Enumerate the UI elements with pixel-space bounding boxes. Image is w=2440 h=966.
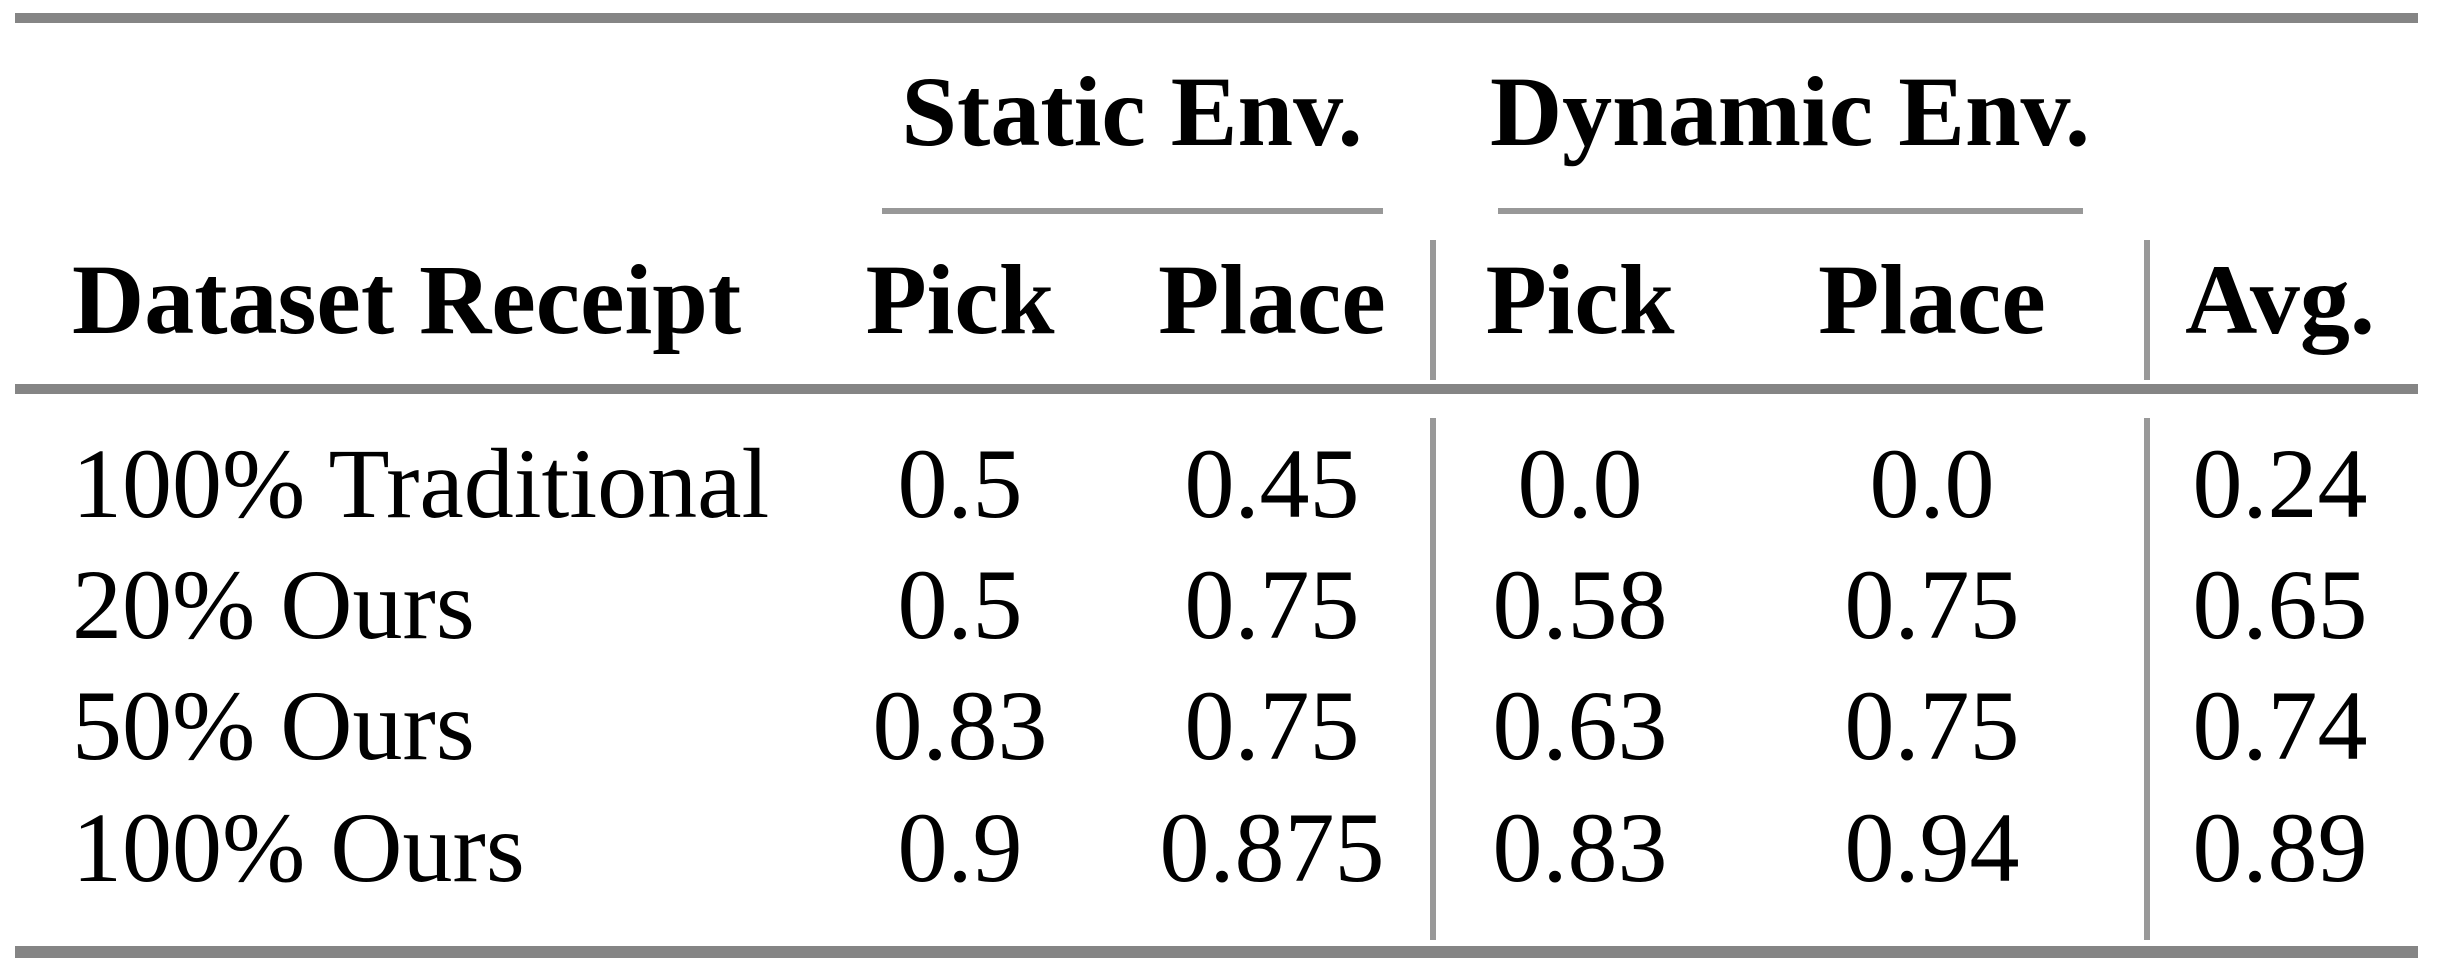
table-header-rule <box>15 384 2418 394</box>
cell-static-place: 0.45 <box>1184 428 1360 539</box>
vertical-separator-avg-body <box>2144 418 2150 940</box>
vertical-separator-static-dynamic-header <box>1430 240 1436 380</box>
table-top-rule <box>15 13 2418 23</box>
cell-static-pick: 0.5 <box>897 428 1023 539</box>
column-header-dataset-receipt: Dataset Receipt <box>72 244 742 355</box>
row-label: 50% Ours <box>72 670 475 781</box>
cell-dynamic-place: 0.75 <box>1844 670 2020 781</box>
row-label: 100% Traditional <box>72 428 770 539</box>
cell-static-pick: 0.83 <box>872 670 1048 781</box>
vertical-separator-avg-header <box>2144 240 2150 380</box>
column-header-avg: Avg. <box>2185 244 2375 355</box>
cell-avg: 0.89 <box>2192 792 2368 903</box>
cell-avg: 0.74 <box>2192 670 2368 781</box>
cell-avg: 0.65 <box>2192 549 2368 660</box>
cell-dynamic-pick: 0.0 <box>1517 428 1643 539</box>
cell-static-pick: 0.9 <box>897 792 1023 903</box>
cell-dynamic-pick: 0.63 <box>1492 670 1668 781</box>
static-env-underline <box>882 208 1383 214</box>
group-header-static-env: Static Env. <box>901 56 1363 167</box>
cell-static-place: 0.75 <box>1184 670 1360 781</box>
vertical-separator-static-dynamic-body <box>1430 418 1436 940</box>
column-header-static-pick: Pick <box>865 244 1055 355</box>
column-header-dynamic-place: Place <box>1818 244 2046 355</box>
row-label: 20% Ours <box>72 549 475 660</box>
column-header-static-place: Place <box>1158 244 1386 355</box>
cell-static-place: 0.875 <box>1159 792 1385 903</box>
cell-dynamic-place: 0.75 <box>1844 549 2020 660</box>
group-header-dynamic-env: Dynamic Env. <box>1489 56 2091 167</box>
row-label: 100% Ours <box>72 792 525 903</box>
cell-dynamic-pick: 0.58 <box>1492 549 1668 660</box>
cell-dynamic-place: 0.0 <box>1869 428 1995 539</box>
cell-static-place: 0.75 <box>1184 549 1360 660</box>
table-bottom-rule <box>15 946 2418 958</box>
cell-dynamic-pick: 0.83 <box>1492 792 1668 903</box>
cell-dynamic-place: 0.94 <box>1844 792 2020 903</box>
dynamic-env-underline <box>1498 208 2083 214</box>
cell-static-pick: 0.5 <box>897 549 1023 660</box>
cell-avg: 0.24 <box>2192 428 2368 539</box>
column-header-dynamic-pick: Pick <box>1485 244 1675 355</box>
